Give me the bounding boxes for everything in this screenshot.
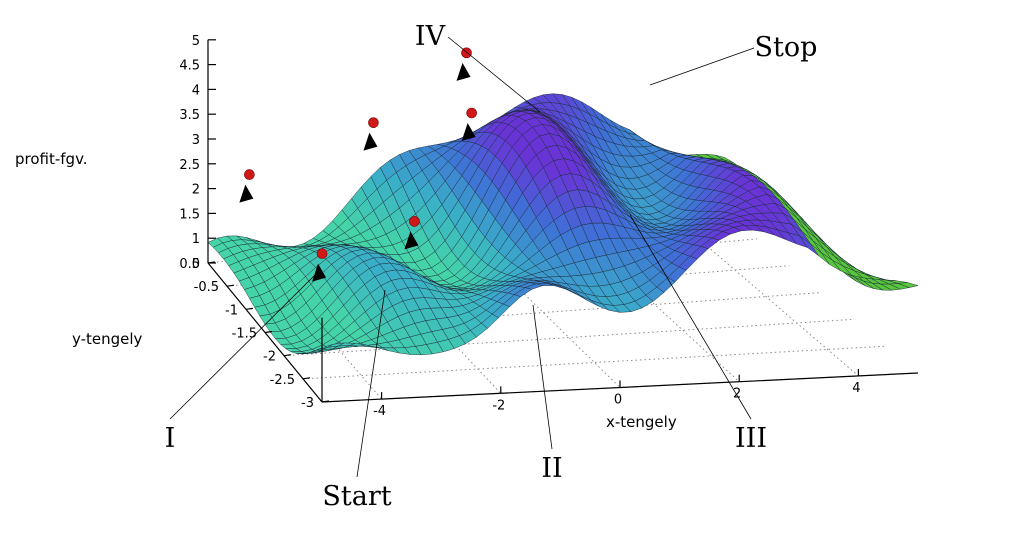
y-tick-label: 0	[192, 257, 200, 272]
x-axis-label: x-tengely	[606, 413, 677, 431]
annotation-iv: IV	[415, 21, 446, 52]
path-point	[316, 248, 328, 259]
grid-line-y	[283, 318, 854, 357]
annotation-leader	[356, 289, 386, 478]
surface-mesh	[207, 93, 919, 356]
path-point	[409, 216, 420, 227]
z-tick-label: 3.5	[179, 108, 200, 123]
path-point	[244, 169, 255, 180]
z-tick-label: 2.5	[179, 158, 200, 173]
y-tick	[207, 261, 216, 264]
z-tick-label: 4.5	[179, 59, 200, 74]
grid-line-y	[302, 345, 886, 380]
grid-line-y	[264, 292, 822, 333]
annotation-start: Start	[322, 481, 391, 512]
x-tick-label: 2	[733, 387, 741, 402]
x-tick-label: -4	[373, 404, 386, 419]
y-tick	[283, 354, 292, 357]
path-arrow	[239, 184, 254, 203]
path-arrow	[312, 263, 327, 282]
tick-labels: 0.5 1 1.5 2 2.5 3 3.5 4 4.5 5 0 -0.5 -1 -1.5 -2 -2.5 -3 -…	[179, 34, 860, 419]
path-arrow	[461, 122, 476, 141]
y-tick-label: -2	[263, 350, 276, 365]
z-axis-label: profit-fgv.	[15, 150, 88, 168]
annotation-i: I	[165, 423, 176, 454]
annotation-stop: Stop	[755, 32, 818, 63]
x-tick-label: 4	[852, 381, 860, 396]
annotation-ii: II	[541, 453, 562, 484]
surface-patch	[898, 282, 919, 288]
y-tick-label: -0.5	[194, 280, 219, 295]
y-tick	[264, 330, 273, 334]
z-tick-label: 3	[192, 133, 200, 148]
y-tick	[302, 377, 311, 380]
y-tick	[321, 400, 330, 403]
z-tick-label: 1	[192, 232, 200, 247]
annotation-iii: III	[735, 423, 767, 454]
y-tick-label: -3	[301, 396, 314, 411]
y-tick	[226, 284, 235, 287]
annotation-leader	[629, 214, 752, 420]
z-tick-label: 2	[192, 183, 200, 198]
y-tick-label: -1	[225, 303, 238, 318]
x-tick-label: -2	[492, 398, 505, 413]
annotation-leader	[169, 269, 321, 420]
annotation-leader	[532, 304, 553, 450]
annotation-leader	[649, 47, 755, 86]
z-tick-label: 1.5	[179, 207, 200, 222]
x-tick-label: 0	[614, 393, 622, 408]
path-arrow	[363, 132, 378, 151]
path-arrow	[456, 62, 471, 81]
z-tick-label: 5	[192, 34, 200, 49]
y-tick-label: -2.5	[270, 373, 295, 388]
path-point	[368, 117, 379, 128]
path-point	[466, 107, 477, 119]
y-tick	[245, 307, 254, 310]
y-axis-label: y-tengely	[72, 330, 143, 348]
path-arrow	[404, 231, 419, 250]
annotation-leader	[447, 36, 541, 113]
z-tick-label: 4	[192, 83, 200, 98]
y-tick-label: -1.5	[232, 327, 257, 342]
z-tick-label: 0.5	[179, 257, 200, 272]
